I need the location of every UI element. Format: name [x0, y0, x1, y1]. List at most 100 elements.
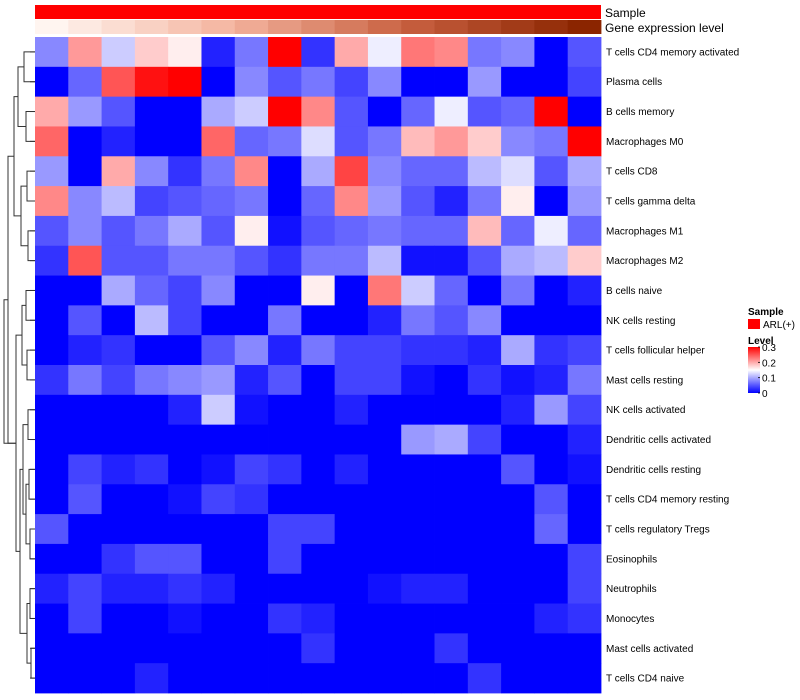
heatmap-cell — [467, 305, 502, 336]
heatmap-cell — [534, 633, 569, 664]
heatmap-cell — [367, 37, 402, 68]
heatmap-cell — [268, 335, 302, 366]
heatmap-cell — [134, 96, 169, 127]
heatmap-cell — [401, 663, 435, 694]
heatmap-cell — [134, 66, 169, 98]
heatmap-cell — [35, 573, 69, 604]
heatmap-cell — [334, 275, 369, 306]
heatmap-cell — [234, 603, 269, 634]
heatmap-cell — [134, 126, 169, 157]
heatmap-cell — [567, 245, 602, 276]
heatmap-cell — [401, 543, 435, 575]
legend-sample-entry: ARL(+) — [763, 320, 795, 331]
heatmap-cell — [434, 37, 469, 68]
heatmap-cell — [168, 484, 202, 515]
heatmap-cell — [134, 543, 169, 575]
heatmap-cell — [334, 514, 369, 545]
heatmap-cell — [534, 245, 569, 276]
heatmap-cell — [534, 424, 569, 455]
heatmap-cell — [467, 275, 502, 306]
heatmap-cell — [367, 484, 402, 515]
heatmap-cell — [567, 394, 602, 426]
row-label: T cells CD8 — [606, 167, 658, 178]
heatmap-cell — [401, 126, 435, 157]
heatmap-cell — [68, 365, 102, 396]
heatmap-cell — [367, 335, 402, 366]
heatmap-cell — [567, 543, 602, 575]
heatmap-cell — [467, 394, 502, 426]
heatmap-cell — [467, 156, 502, 187]
heatmap-cell — [567, 66, 602, 98]
heatmap-cell — [35, 394, 69, 426]
heatmap-cell — [367, 186, 402, 217]
heatmap-cell — [201, 156, 236, 187]
heatmap-cell — [501, 66, 535, 98]
heatmap-cell — [268, 66, 302, 98]
heatmap-cell — [68, 156, 102, 187]
heatmap-cell — [501, 275, 535, 306]
heatmap-cell — [467, 335, 502, 366]
dendrogram-branch — [17, 66, 26, 127]
heatmap-cell — [201, 37, 236, 68]
heatmap-cell — [168, 215, 202, 247]
heatmap-cell — [35, 215, 69, 247]
heatmap-cell — [101, 663, 136, 694]
annotation-expression-cell — [301, 20, 336, 34]
heatmap-cell — [367, 454, 402, 485]
heatmap-cell — [334, 484, 369, 515]
row-label: Eosinophils — [606, 554, 657, 565]
dendrogram-branch — [29, 528, 35, 560]
heatmap-cell — [467, 186, 502, 217]
heatmap-cell — [201, 454, 236, 485]
heatmap-cell — [68, 66, 102, 98]
heatmap-cell — [534, 126, 569, 157]
heatmap-cell — [301, 66, 336, 98]
annotation-expression-cell — [268, 20, 302, 34]
row-label: Mast cells activated — [606, 644, 693, 655]
heatmap-cell — [367, 66, 402, 98]
heatmap-cell — [567, 186, 602, 217]
heatmap-cell — [68, 633, 102, 664]
heatmap-cell — [534, 543, 569, 575]
row-label: Mast cells resting — [606, 375, 683, 386]
heatmap-cell — [168, 424, 202, 455]
heatmap-cell — [567, 156, 602, 187]
dendrogram-branch — [28, 468, 35, 500]
annotation-expression-cell — [35, 20, 69, 34]
heatmap-cell — [534, 335, 569, 366]
heatmap-cell — [434, 365, 469, 396]
heatmap-cell — [168, 126, 202, 157]
heatmap-cell — [68, 484, 102, 515]
heatmap-cell — [467, 365, 502, 396]
heatmap-cell — [534, 275, 569, 306]
heatmap-cell — [101, 365, 136, 396]
heatmap-cell — [234, 454, 269, 485]
heatmap-cell — [134, 633, 169, 664]
heatmap-cell — [367, 633, 402, 664]
row-label: NK cells activated — [606, 405, 685, 416]
heatmap-cell — [334, 365, 369, 396]
heatmap-cell — [501, 603, 535, 634]
heatmap-cell — [134, 454, 169, 485]
heatmap-cell — [567, 215, 602, 247]
heatmap-cell — [434, 96, 469, 127]
heatmap-cell — [401, 633, 435, 664]
row-label: T cells CD4 naive — [606, 674, 685, 685]
heatmap-cell — [35, 543, 69, 575]
heatmap-cell — [101, 335, 136, 366]
heatmap-cell — [434, 394, 469, 426]
heatmap-cell — [467, 543, 502, 575]
heatmap-cell — [567, 335, 602, 366]
heatmap-cell — [35, 603, 69, 634]
heatmap-cell — [201, 335, 236, 366]
heatmap-cell — [268, 37, 302, 68]
heatmap-cell — [567, 484, 602, 515]
heatmap-cell — [367, 514, 402, 545]
heatmap-cell — [101, 484, 136, 515]
heatmap-cell — [268, 215, 302, 247]
heatmap-cell — [567, 96, 602, 127]
heatmap-cell — [367, 96, 402, 127]
heatmap-cell — [268, 245, 302, 276]
heatmap-cell — [301, 37, 336, 68]
heatmap-cell — [434, 603, 469, 634]
